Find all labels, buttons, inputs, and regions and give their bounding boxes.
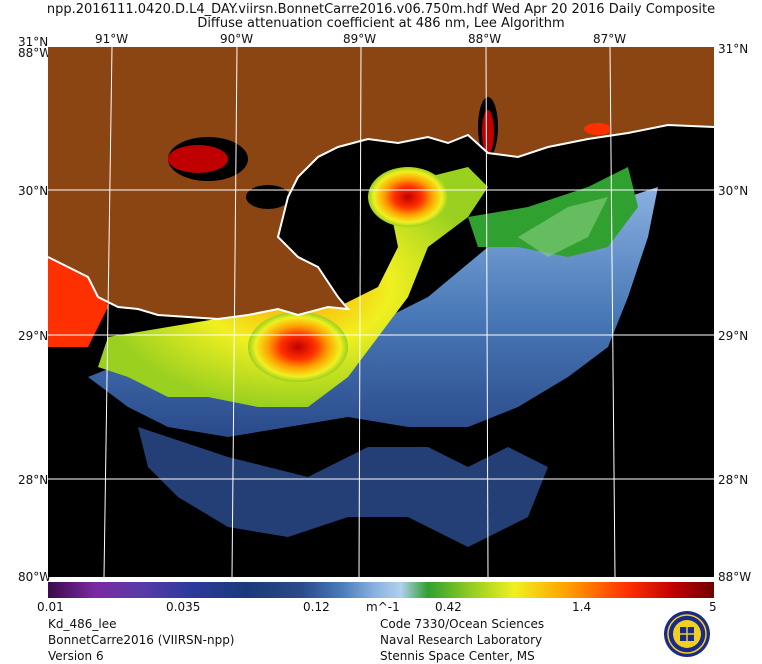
lake-borgne [246,185,290,209]
nrl-seal-icon [664,611,710,657]
meridian-90w [231,47,238,577]
lat-label-right-28n: 28°N [718,473,749,487]
footer-right-2: Naval Research Laboratory [380,633,543,647]
lon-label-88w: 88°W [468,32,502,46]
lake-pontchartrain-red [168,145,228,173]
lon-label-91w: 91°W [95,32,129,46]
lon-label-87w: 87°W [593,32,627,46]
sound-plume [368,167,448,227]
lat-label-left-29n: 29°N [18,329,49,343]
lon-label-90w: 90°W [220,32,254,46]
colorbar-tick-5: 5 [709,600,717,614]
colorbar-tick-0: 0.01 [37,600,64,614]
lon-label-89w: 89°W [343,32,377,46]
colorbar-unit: m^-1 [366,600,400,614]
lat-label-right-30n: 30°N [718,184,749,198]
colorbar-tick-2: 0.12 [303,600,330,614]
land [48,47,714,319]
corner-label-top-right: 31°N [718,42,749,56]
meridian-87w [609,47,616,577]
plume-core [248,312,348,382]
lat-label-left-28n: 28°N [18,473,49,487]
colorbar-tick-3: 0.42 [435,600,462,614]
corner-label-bottom-right: 88°W [718,570,752,584]
corner-label-top-left: 31°N [18,35,49,49]
corner-label-bottom-left: 80°W [18,570,52,584]
footer-left-1: Kd_486_lee [48,617,117,631]
footer-right-3: Stennis Space Center, MS [380,649,535,663]
mobile-bay-red [482,110,494,154]
image-subtitle: Diffuse attenuation coefficient at 486 n… [197,16,565,31]
image-title: npp.2016111.0420.D.L4_DAY.viirsn.BonnetC… [46,2,716,17]
meridian-91w [103,47,113,577]
corner-label-top-left-lon: 88°W [18,46,52,60]
footer-left-3: Version 6 [48,649,104,663]
lat-label-right-29n: 29°N [718,329,749,343]
colorbar [48,582,714,598]
deep-water [138,427,548,547]
colorbar-tick-4: 1.4 [572,600,592,614]
coastline [48,123,714,321]
graticule [48,47,714,577]
river-plume [98,167,488,407]
meridian-89w [358,47,362,577]
kd486-map [48,47,714,577]
colorbar-gradient [48,582,714,598]
footer-left-2: BonnetCarre2016 (VIIRSN-npp) [48,633,235,647]
colorbar-tick-1: 0.035 [166,600,201,614]
footer-right-1: Code 7330/Ocean Sciences [380,617,545,631]
lat-label-left-30n: 30°N [18,184,49,198]
meridian-88w [485,47,489,577]
pensacola-bay [584,123,612,135]
light-green-water [518,197,608,257]
